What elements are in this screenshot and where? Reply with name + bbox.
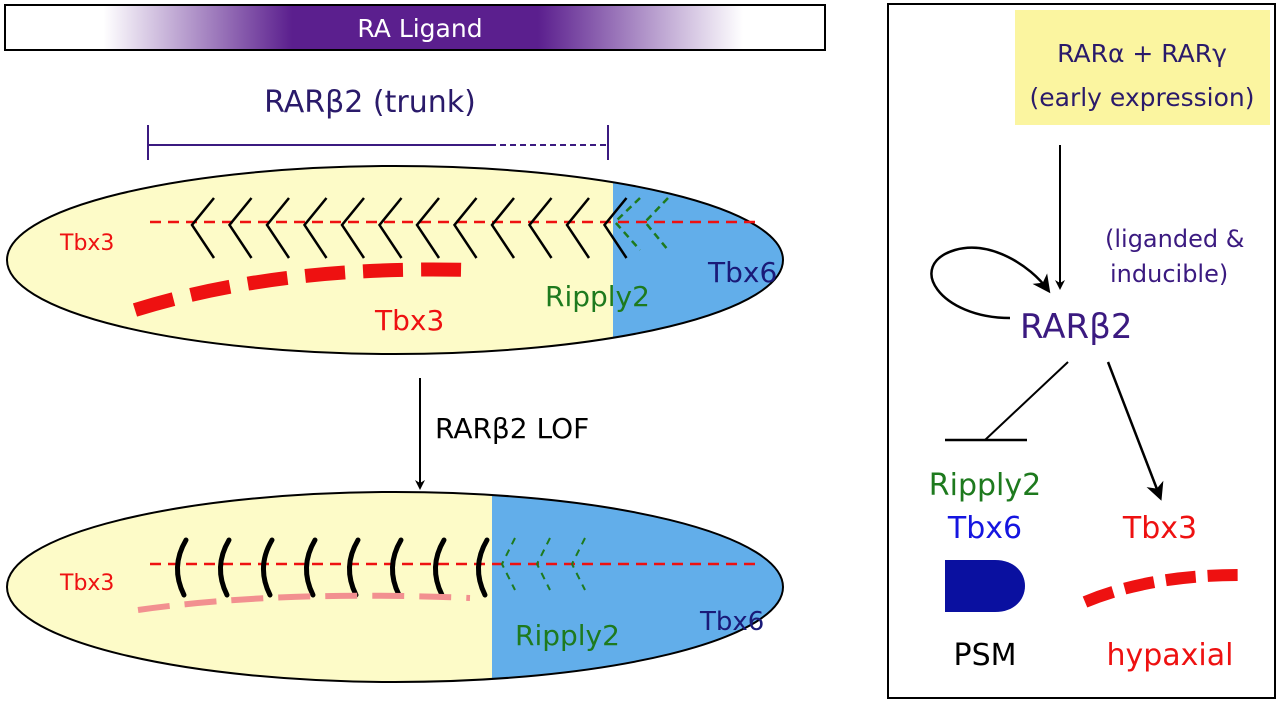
- tbx3-node: Tbx3: [1122, 511, 1197, 546]
- network-panel: RARα + RARγ (early expression) (liganded…: [887, 3, 1276, 699]
- tbx6-node: Tbx6: [947, 511, 1022, 546]
- psm-shape-icon: [945, 560, 1025, 612]
- tbx6-label: Tbx6: [707, 256, 777, 289]
- somite-chevron: [340, 197, 366, 259]
- ripply2-label: Ripply2: [545, 280, 650, 313]
- inhibition-line: [984, 361, 1069, 441]
- trunk-bracket: [147, 125, 609, 160]
- liganded-label: (liganded &: [1105, 225, 1244, 253]
- inducible-label: inducible): [1110, 260, 1228, 288]
- trunk-label: RARβ2 (trunk): [264, 85, 476, 120]
- somite-arcs: [175, 537, 490, 598]
- ra-ligand-label: RA Ligand: [357, 14, 482, 43]
- somite-chevron: [565, 197, 591, 259]
- hypaxial-label: hypaxial: [1106, 638, 1233, 673]
- somite-chevron: [190, 197, 216, 259]
- somite-chevron: [452, 197, 478, 259]
- early-expression-box: [1015, 10, 1270, 125]
- somite-chevron: [377, 197, 403, 259]
- somite-chevrons: [190, 197, 628, 259]
- rar-alpha-gamma-label: RARα + RARγ: [1057, 39, 1227, 68]
- somite-chevron: [227, 197, 253, 259]
- somite-chevron: [265, 197, 291, 259]
- somite-arc: [476, 537, 490, 598]
- ra-ligand-bar: RA Ligand: [4, 4, 826, 51]
- tbx3-axial-label: Tbx3: [59, 231, 114, 256]
- somite-chevron: [415, 197, 441, 259]
- somite-chevron: [302, 197, 328, 259]
- somite-arc: [304, 537, 318, 598]
- somite-arc: [390, 537, 404, 598]
- ripply2-node: Ripply2: [929, 468, 1041, 503]
- somite-chevron: [527, 197, 553, 259]
- autoregulation-arrow: [930, 246, 1051, 320]
- somite-arc: [175, 537, 189, 598]
- somite-chevron: [490, 197, 516, 259]
- ripply2-label: Ripply2: [515, 619, 620, 652]
- embryo-wildtype: Tbx3 Tbx3 Ripply2 Tbx6: [6, 165, 784, 355]
- tbx6-label: Tbx6: [699, 607, 764, 637]
- ripply2-chevrons: [500, 537, 586, 591]
- somite-arc: [347, 537, 361, 598]
- tbx3-axial-label: Tbx3: [59, 571, 114, 596]
- hypaxial-dashes-icon: [1082, 569, 1241, 608]
- embryo-lof: Tbx3 Ripply2 Tbx6: [6, 491, 784, 683]
- somite-chevron: [602, 197, 628, 259]
- somite-arc: [261, 537, 275, 598]
- early-expression-label: (early expression): [1029, 83, 1254, 112]
- tbx3-hypaxial-label: Tbx3: [374, 304, 444, 337]
- tbx3-hypaxial-faint: [137, 592, 471, 613]
- somite-arc: [218, 537, 232, 598]
- lof-label: RARβ2 LOF: [435, 412, 589, 445]
- activation-arrow-tbx3: [1106, 361, 1164, 501]
- psm-label: PSM: [953, 638, 1016, 673]
- somite-arc: [433, 537, 447, 598]
- rarb2-node: RARβ2: [1020, 307, 1132, 347]
